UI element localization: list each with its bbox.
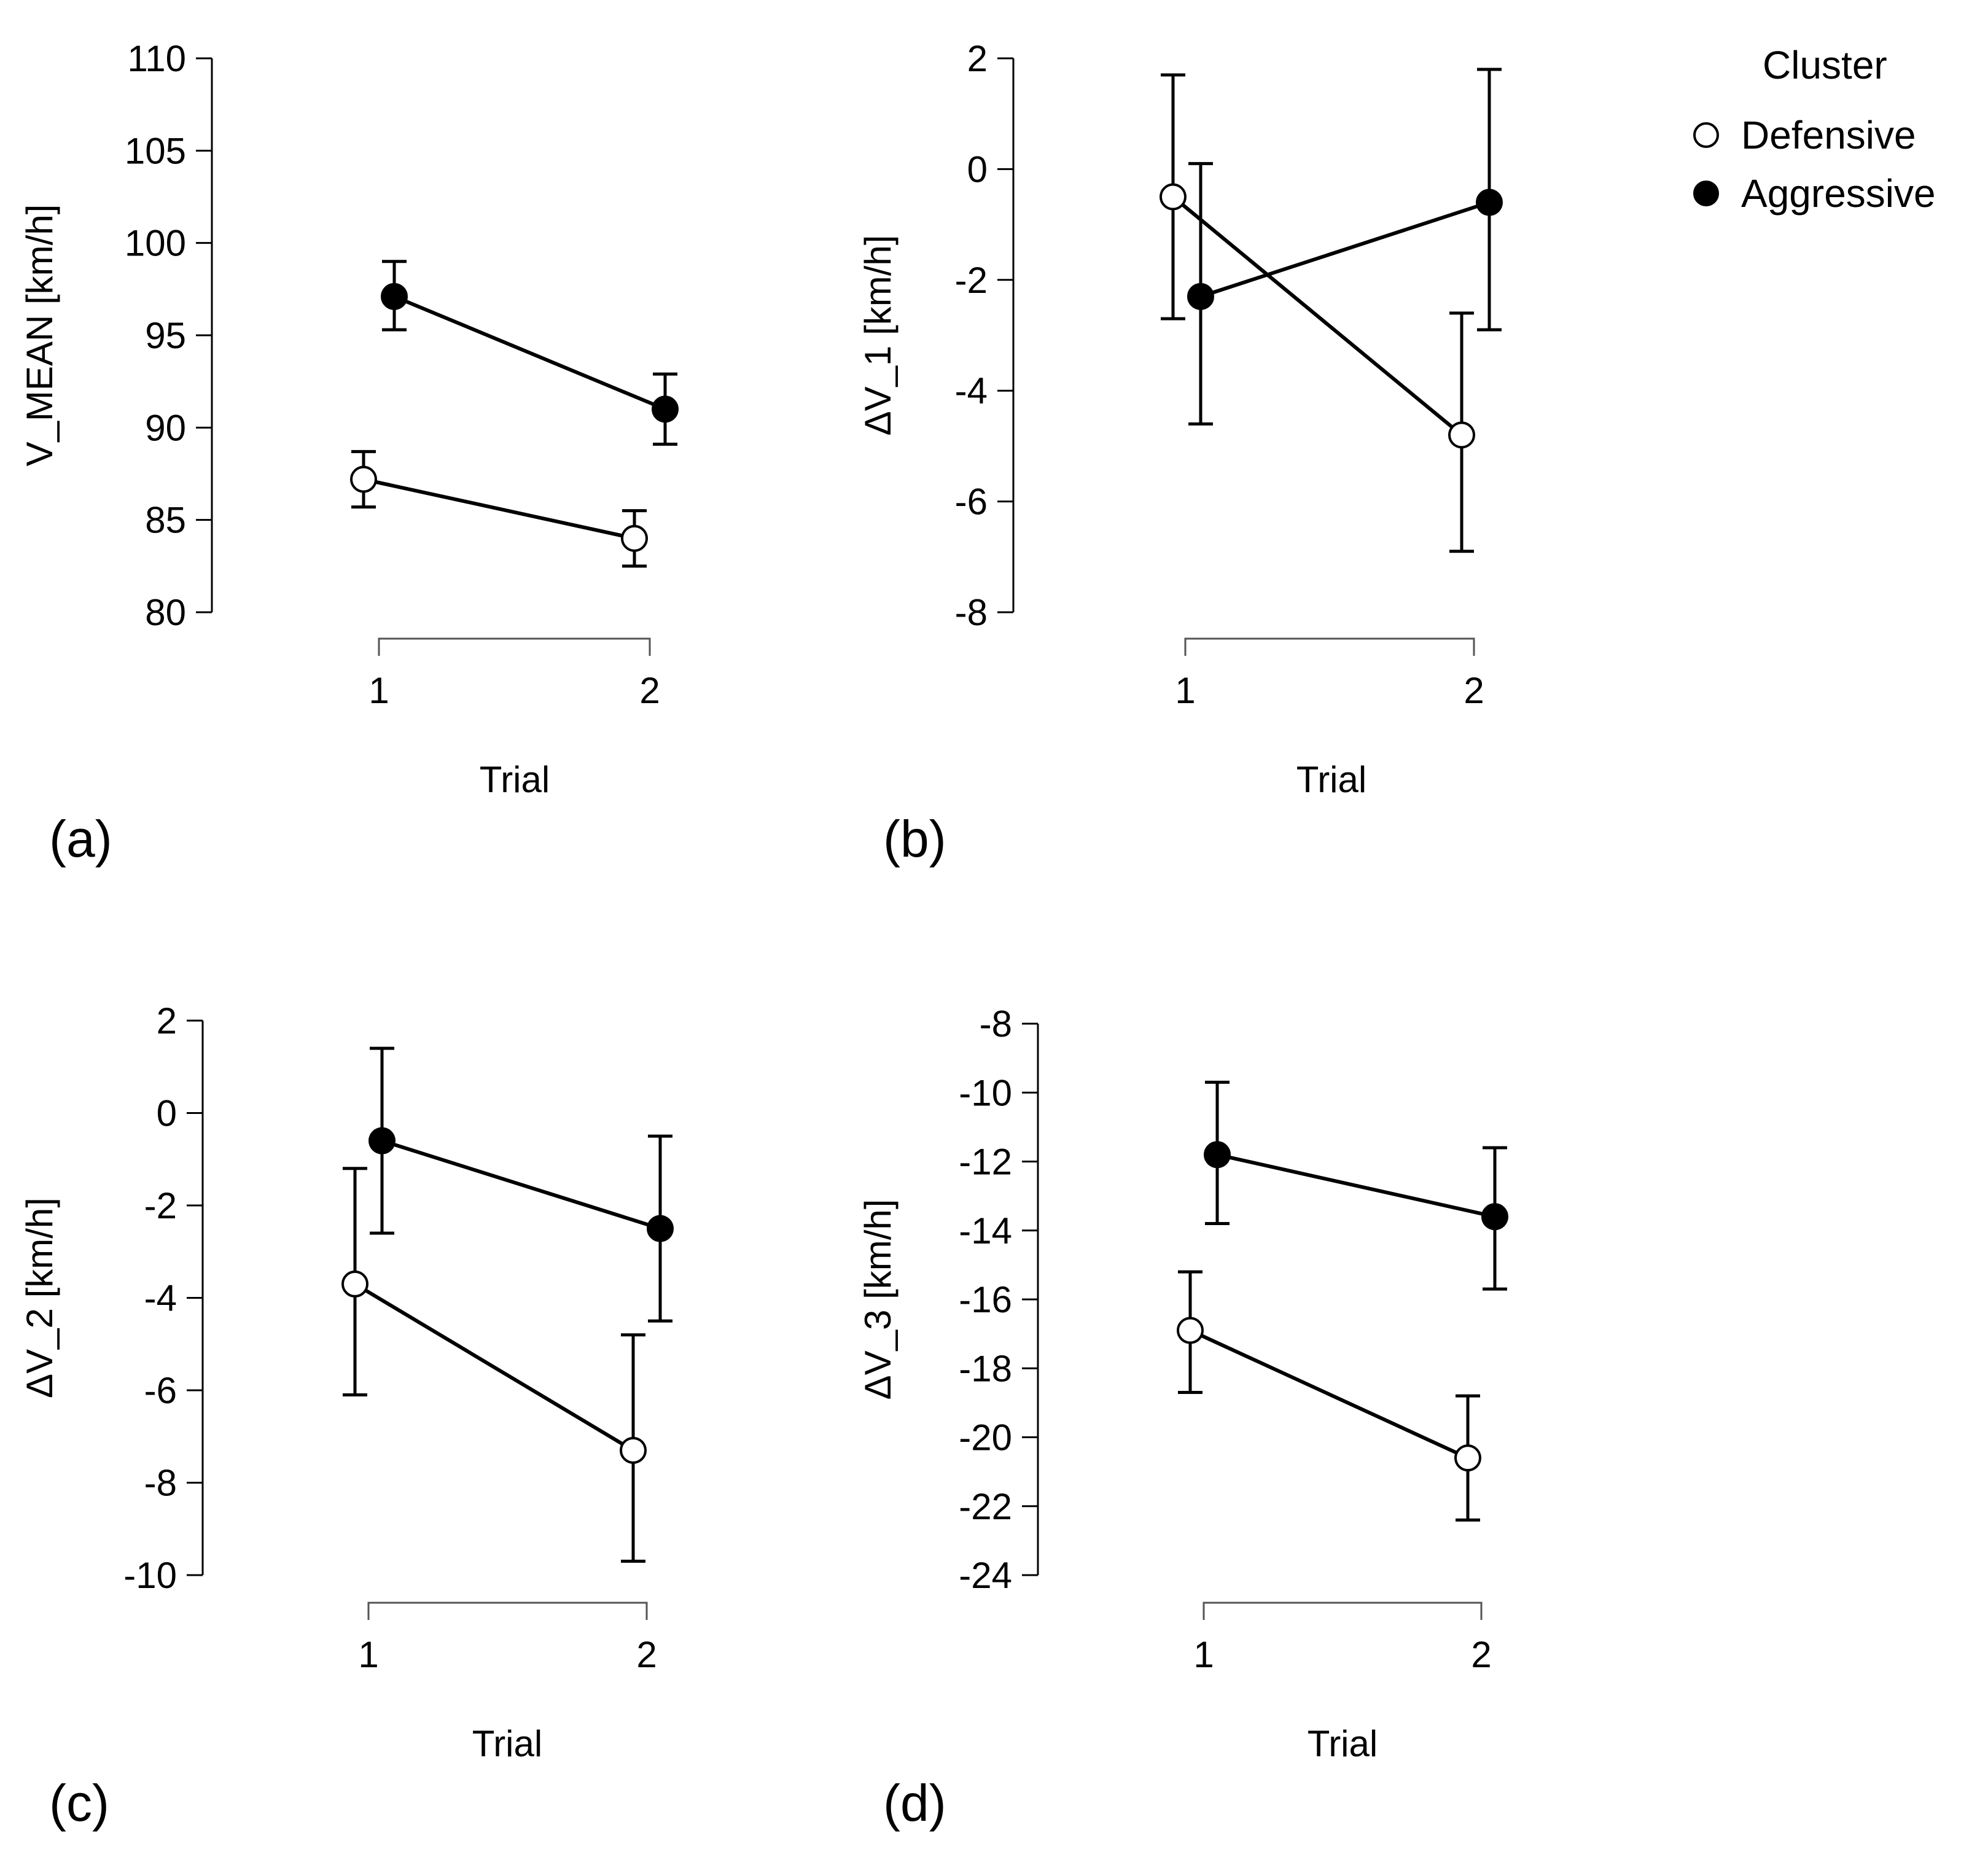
data-point (1481, 1203, 1508, 1231)
y-tick-label: 95 (145, 315, 186, 356)
x-tick-label: 2 (639, 670, 660, 711)
y-axis-title: ΔV_2 [km/h] (19, 1197, 60, 1398)
legend-marker-aggressive (1693, 181, 1719, 206)
y-tick-label: 110 (127, 38, 186, 79)
y-tick-label: -8 (144, 1463, 177, 1504)
panel-tag: (d) (883, 1774, 946, 1832)
y-tick-label: -10 (959, 1072, 1012, 1113)
series-line (354, 1282, 634, 1452)
y-tick-label: -10 (123, 1555, 177, 1596)
y-tick-label: -14 (959, 1210, 1012, 1251)
y-tick-label: 105 (125, 130, 186, 171)
data-point (621, 524, 648, 552)
data-point (1448, 421, 1475, 449)
y-tick-label: 100 (125, 223, 186, 264)
x-tick-label: 1 (1193, 1634, 1214, 1675)
y-tick-label: -4 (955, 370, 988, 411)
panel-3: -10 -8 -6 -4 -2 0 2 ΔV_2 [km/h] 1 2 Trial (c) (19, 1000, 674, 1832)
legend-label-aggressive: Aggressive (1741, 171, 1936, 216)
y-axis-title: ΔV_3 [km/h] (857, 1199, 898, 1400)
x-tick-label: 1 (368, 670, 389, 711)
y-tick-label: -2 (955, 260, 988, 301)
series-line (393, 295, 666, 411)
x-axis-line (367, 1602, 648, 1620)
x-axis-line (378, 637, 651, 656)
y-tick-label: -8 (955, 592, 988, 633)
legend: Cluster Defensive Aggressive (1693, 43, 1936, 216)
data-point (1476, 189, 1503, 216)
panel-4: -24 -22 -20 -18 -16 -14 -12 -10 -8 ΔV_3 [km/h] 1 2 T… (857, 1003, 1508, 1832)
series-line (1172, 195, 1463, 437)
y-tick-label: 80 (145, 592, 186, 633)
y-tick-label: 2 (967, 38, 988, 79)
y-tick-label: -24 (959, 1555, 1012, 1596)
data-point (652, 395, 679, 423)
data-point (1454, 1444, 1481, 1472)
y-axis-title: V_MEAN [km/h] (19, 204, 60, 467)
y-tick-label: 90 (145, 407, 186, 448)
series-line (363, 477, 635, 540)
x-tick-label: 2 (636, 1634, 657, 1675)
series-aggressive (1187, 68, 1503, 426)
x-tick-label: 2 (1471, 1634, 1491, 1675)
x-tick-label: 2 (1464, 670, 1484, 711)
data-point (341, 1270, 368, 1298)
data-point (381, 282, 408, 310)
series-defensive (350, 450, 648, 568)
legend-item-defensive: Defensive (1693, 113, 1916, 157)
x-axis-title: Trial (472, 1723, 542, 1764)
y-tick-label: 85 (145, 500, 186, 541)
series-aggressive (381, 260, 679, 446)
series-defensive (1160, 73, 1475, 553)
data-point (620, 1436, 647, 1464)
legend-marker-defensive (1693, 122, 1719, 148)
data-point (1160, 183, 1187, 211)
y-tick-label: -12 (959, 1142, 1012, 1183)
y-tick-label: -6 (144, 1370, 177, 1411)
y-tick-label: -6 (955, 481, 988, 523)
series-defensive (341, 1167, 647, 1563)
x-axis-line (1203, 1602, 1483, 1620)
x-tick-label: 1 (1175, 670, 1195, 711)
panel-tag: (a) (49, 810, 112, 868)
x-axis-title: Trial (1308, 1723, 1378, 1764)
y-tick-label: -22 (959, 1486, 1012, 1527)
data-point (368, 1127, 396, 1154)
data-point (1177, 1317, 1204, 1344)
x-tick-label: 1 (358, 1634, 378, 1675)
series-aggressive (1204, 1080, 1508, 1291)
x-axis-title: Trial (1296, 759, 1366, 800)
y-axis-title: ΔV_1 [km/h] (857, 235, 898, 436)
panel-1: 80 85 90 95 100 105 110 V_MEAN [km/h] 1 2 Trial (a) (19, 38, 679, 868)
y-tick-label: -16 (959, 1279, 1012, 1320)
y-tick-label: -18 (959, 1348, 1012, 1389)
data-point (1187, 282, 1214, 310)
series-line (1200, 200, 1490, 298)
series-line (1189, 1328, 1469, 1460)
y-tick-label: 2 (157, 1000, 177, 1041)
y-tick-label: -8 (980, 1003, 1012, 1045)
x-axis-title: Trial (480, 759, 550, 800)
series-line (1217, 1153, 1495, 1219)
data-point (647, 1215, 674, 1242)
y-tick-label: -4 (144, 1278, 177, 1319)
panel-2: -8 -6 -4 -2 0 2 ΔV_1 [km/h] 1 2 Trial (b) (857, 38, 1503, 868)
legend-label-defensive: Defensive (1741, 113, 1916, 157)
data-point (350, 465, 377, 493)
legend-item-aggressive: Aggressive (1693, 171, 1936, 216)
y-tick-label: -2 (144, 1185, 177, 1226)
y-tick-label: -20 (959, 1417, 1012, 1458)
data-point (1204, 1141, 1231, 1169)
panel-tag: (c) (49, 1774, 109, 1832)
legend-title: Cluster (1763, 43, 1887, 87)
y-tick-label: 0 (157, 1093, 177, 1134)
panel-tag: (b) (883, 810, 946, 868)
series-line (381, 1139, 661, 1231)
y-tick-label: 0 (967, 149, 988, 190)
x-axis-line (1184, 637, 1475, 656)
series-defensive (1177, 1270, 1481, 1522)
series-aggressive (368, 1046, 674, 1323)
